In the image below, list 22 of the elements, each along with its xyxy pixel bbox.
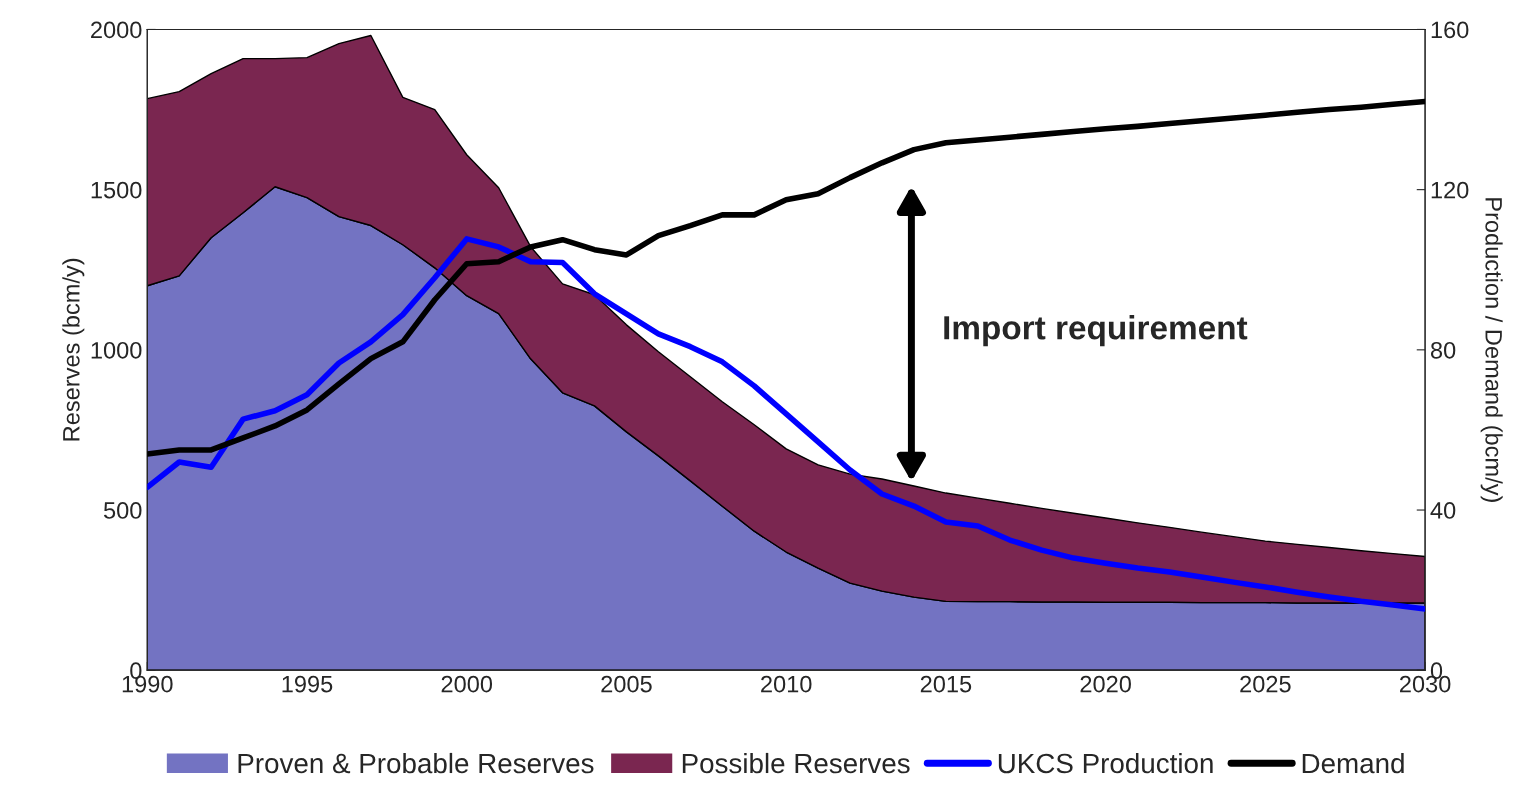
legend-label: UKCS Production — [998, 752, 1213, 774]
y-tick-label: 2000 — [91, 21, 142, 39]
y2-tick-label: 40 — [1430, 502, 1456, 519]
y2-tick-label: 120 — [1431, 181, 1469, 199]
y-tick-label: 1000 — [91, 341, 142, 359]
y2-tick-label: 160 — [1431, 21, 1469, 39]
x-tick-label: 2000 — [441, 675, 493, 693]
x-tick-label: 2010 — [761, 675, 812, 693]
y-tick-label: 500 — [103, 502, 142, 519]
legend-label: Possible Reserves — [682, 752, 910, 774]
x-tick-label: 1995 — [282, 675, 333, 693]
annotation: Import requirement — [944, 315, 1248, 347]
y-axis-title: Reserves (bcm/y) — [62, 258, 85, 441]
x-tick-label: 2020 — [1080, 675, 1131, 693]
y-tick-label: 1500 — [91, 181, 142, 199]
legend-label: Proven & Probable Reserves — [238, 752, 594, 774]
legend-label: Demand — [1302, 752, 1404, 774]
x-tick-label: 2015 — [920, 675, 972, 693]
x-tick-label: 2005 — [601, 675, 652, 693]
x-tick-label: 2025 — [1240, 675, 1291, 693]
y2-axis-title: Production / Demand (bcm/y) — [1480, 198, 1503, 502]
y2-tick-label: 80 — [1430, 341, 1456, 359]
